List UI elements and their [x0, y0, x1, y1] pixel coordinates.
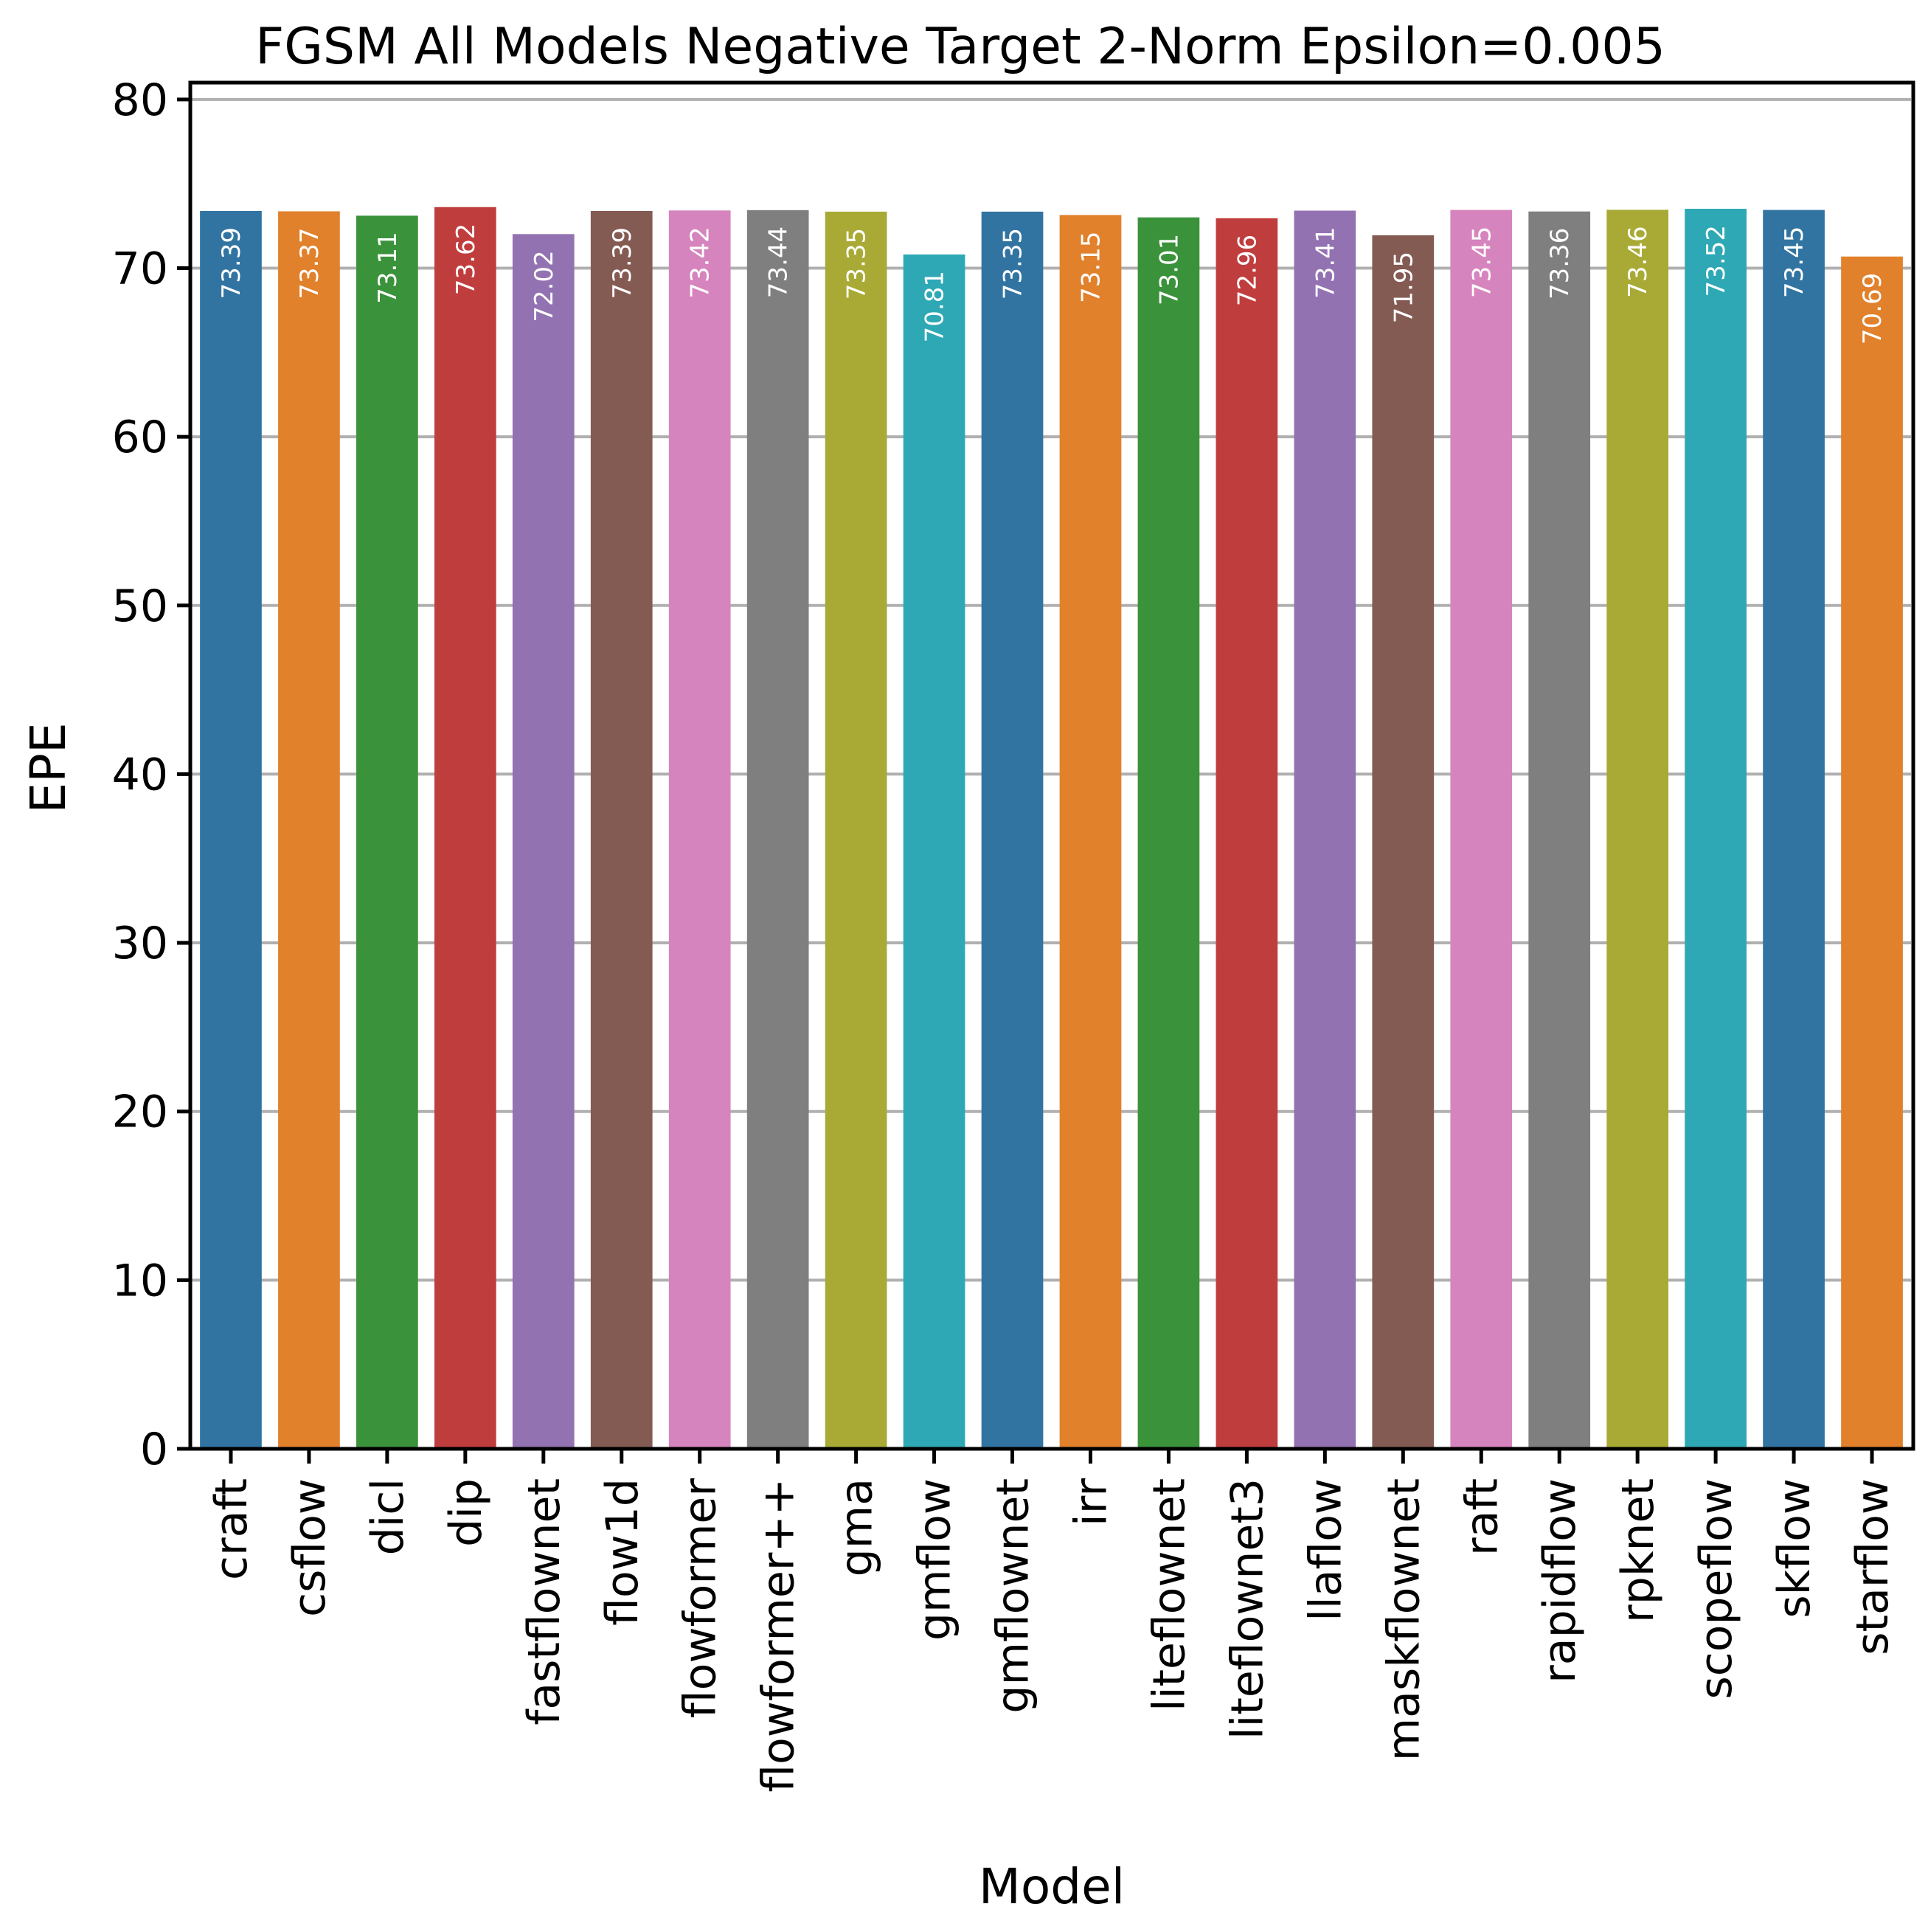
y-axis-ticks: 0 10 20 30 40 50 60 70 80	[112, 75, 192, 1475]
x-tick-label: starflow	[1847, 1478, 1898, 1655]
bar-value-label: 72.02	[530, 250, 559, 322]
x-tick-label: flow1d	[597, 1478, 648, 1626]
bar-value-label: 73.45	[1467, 226, 1497, 298]
x-tick-label: rapidflow	[1534, 1478, 1586, 1683]
x-tick-label: gma	[831, 1478, 883, 1576]
bar-value-label: 73.15	[1076, 231, 1106, 302]
bar-value-label: 73.11	[373, 232, 403, 303]
y-tick-label: 70	[112, 243, 168, 295]
x-tick-label: scopeflow	[1691, 1478, 1742, 1700]
y-tick-label: 40	[112, 749, 168, 800]
x-tick-label: dip	[440, 1478, 492, 1547]
bar-value-label: 73.36	[1545, 228, 1575, 300]
bar-value-label: 73.62	[451, 224, 481, 295]
y-tick-label: 30	[112, 918, 168, 969]
bar-value-label: 73.42	[686, 226, 715, 298]
bar-dicl	[356, 215, 418, 1449]
y-tick-label: 80	[112, 75, 168, 126]
x-tick-label: flowformer	[675, 1478, 727, 1718]
bar-liteflownet	[1137, 217, 1200, 1449]
x-tick-label: liteflownet3	[1221, 1478, 1273, 1739]
x-tick-label: liteflownet	[1143, 1478, 1195, 1711]
y-tick-label: 20	[112, 1087, 168, 1138]
x-tick-label: fastflownet	[519, 1478, 570, 1725]
bar-irr	[1059, 215, 1122, 1450]
bar-skflow	[1763, 210, 1825, 1449]
bar-flowformer	[668, 210, 731, 1450]
y-axis-label: EPE	[20, 722, 77, 813]
bar-rpknet	[1606, 210, 1669, 1450]
x-tick-label: dicl	[362, 1478, 414, 1555]
x-tick-label: rpknet	[1612, 1478, 1664, 1623]
y-tick-label: 60	[112, 412, 168, 463]
x-axis-label: Model	[979, 1858, 1125, 1915]
bar-flowformer++	[746, 210, 809, 1450]
x-tick-label: raft	[1456, 1478, 1508, 1556]
bar-maskflownet	[1372, 235, 1435, 1449]
bar-llaflow	[1294, 210, 1356, 1449]
y-tick-label: 0	[140, 1424, 168, 1475]
x-tick-label: craft	[206, 1478, 257, 1580]
bar-value-label: 70.81	[920, 271, 950, 342]
chart-title: FGSM All Models Negative Target 2-Norm E…	[255, 18, 1665, 76]
bar-value-label: 73.41	[1311, 227, 1340, 299]
bar-value-label: 70.69	[1858, 273, 1887, 344]
x-tick-label: gmflow	[909, 1478, 961, 1641]
bar-value-label: 73.44	[764, 226, 794, 298]
bars	[200, 207, 1903, 1450]
bar-value-label: 73.52	[1702, 225, 1731, 297]
bar-value-labels: 73.39 73.37 73.11 73.62 72.02 73.39 73.42 73.44…	[217, 224, 1887, 344]
bar-value-label: 73.45	[1780, 226, 1809, 298]
bar-starflow	[1841, 256, 1903, 1450]
y-tick-label: 50	[112, 581, 168, 632]
bar-gmflow	[903, 254, 965, 1449]
x-tick-label: llaflow	[1300, 1478, 1351, 1621]
bar-craft	[200, 210, 262, 1449]
bar-value-label: 73.35	[842, 228, 872, 300]
bar-scopeflow	[1685, 209, 1747, 1450]
bar-value-label: 73.46	[1623, 226, 1653, 297]
bar-value-label: 72.96	[1232, 235, 1262, 306]
bar-dip	[434, 207, 496, 1449]
bar-value-label: 71.95	[1389, 252, 1418, 323]
x-tick-label: csflow	[284, 1478, 336, 1617]
bar-value-label: 73.37	[295, 227, 325, 299]
bar-value-label: 73.39	[608, 227, 637, 299]
bar-gmflownet	[981, 211, 1044, 1449]
bar-gma	[825, 211, 887, 1449]
x-tick-label: maskflownet	[1378, 1478, 1429, 1761]
x-axis-ticks: craft csflow dicl dip fastflownet flow1d flowf…	[206, 1449, 1898, 1793]
bar-raft	[1450, 210, 1513, 1449]
y-tick-label: 10	[112, 1255, 168, 1306]
bar-rapidflow	[1528, 211, 1591, 1449]
x-tick-label: gmflownet	[988, 1478, 1039, 1714]
bar-value-label: 73.35	[999, 228, 1028, 300]
bar-flow1d	[590, 210, 653, 1449]
bar-csflow	[278, 211, 340, 1449]
x-tick-label: skflow	[1769, 1478, 1820, 1618]
x-tick-label: flowformer++	[753, 1478, 805, 1793]
bar-value-label: 73.39	[217, 227, 246, 299]
bar-value-label: 73.01	[1154, 234, 1184, 305]
bar-fastflownet	[512, 234, 575, 1449]
bar-liteflownet3	[1216, 218, 1278, 1450]
x-tick-label: irr	[1065, 1478, 1117, 1526]
plot-frame	[188, 80, 1915, 1451]
